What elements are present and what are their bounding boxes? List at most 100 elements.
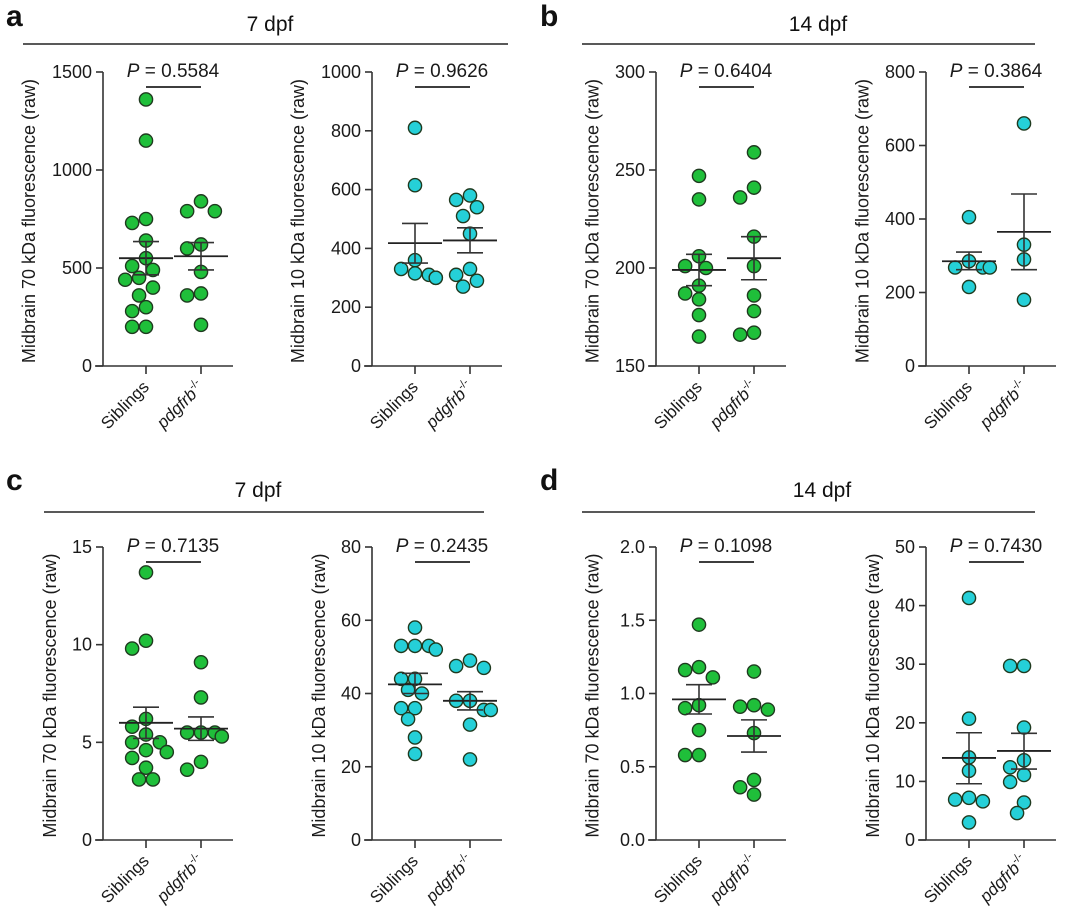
y-tick-label: 1000: [52, 160, 92, 180]
y-tick-label: 500: [62, 258, 92, 278]
data-point: [428, 270, 444, 286]
data-point: [179, 762, 195, 777]
plot-a-10kda: 0 200 400 600 800 1000 Midbrain 10 kDa fluores…: [288, 61, 502, 433]
data-point: [124, 750, 140, 766]
data-point: [961, 815, 977, 830]
plot-d-70kda: 0.0 0.5 1.0 1.5 2.0 Midbrain 70 kDa fluoresce…: [583, 536, 786, 907]
data-point: [975, 794, 991, 809]
data-point: [691, 168, 707, 184]
y-tick-label: 1500: [52, 62, 92, 82]
data-point: [462, 188, 478, 203]
p-value-label: P = 0.7430: [950, 536, 1042, 557]
data-point: [746, 303, 762, 319]
data-point: [448, 658, 464, 674]
data-point: [448, 192, 464, 208]
data-point: [138, 319, 154, 335]
data-point: [691, 722, 707, 738]
y-tick-label: 0: [351, 830, 361, 850]
x-tick-label: Siblings: [650, 851, 706, 907]
p-value-label: P = 0.7135: [127, 536, 219, 557]
x-tick-label: Siblings: [97, 377, 153, 433]
data-point: [124, 258, 140, 274]
data-point: [691, 747, 707, 763]
y-tick-label: 15: [72, 537, 92, 557]
data-point: [193, 754, 209, 770]
x-tick-label: Siblings: [366, 377, 422, 433]
data-point: [207, 203, 223, 219]
data-point: [677, 747, 693, 763]
y-tick-label: 250: [615, 160, 645, 180]
data-point: [469, 273, 485, 289]
data-point: [407, 177, 423, 193]
data-point: [691, 307, 707, 323]
y-tick-label: 80: [341, 537, 361, 557]
data-point: [455, 279, 471, 294]
group-title-b: 14 dpf: [789, 13, 848, 36]
data-point: [732, 190, 748, 205]
plot-a-70kda: 0 500 1000 1500 Midbrain 70 kDa fluorescence…: [19, 61, 233, 433]
data-point: [407, 746, 423, 762]
data-point: [961, 790, 977, 806]
plot-b-10kda: 0 200 400 600 800 Midbrain 10 kDa fluorescenc…: [853, 61, 1056, 433]
data-point: [1016, 658, 1032, 674]
data-point: [1002, 774, 1018, 790]
data-point: [179, 241, 195, 256]
data-point: [124, 303, 140, 319]
data-point: [698, 260, 714, 276]
data-point: [760, 702, 776, 717]
y-tick-label: 150: [615, 356, 645, 376]
group-title-a: 7 dpf: [247, 13, 294, 36]
data-point: [138, 742, 154, 758]
y-tick-label: 200: [885, 283, 915, 303]
data-point: [138, 133, 154, 148]
y-tick-label: 1000: [321, 62, 361, 82]
p-value-label: P = 0.6404: [680, 61, 773, 82]
data-point: [145, 772, 161, 787]
data-point: [124, 215, 140, 231]
data-point: [732, 779, 748, 795]
data-point: [193, 194, 209, 209]
y-tick-label: 400: [331, 238, 361, 258]
y-tick-label: 0: [351, 356, 361, 376]
data-point: [961, 590, 977, 606]
x-tick-label: pdgfrb-/-: [152, 376, 209, 433]
y-axis-label: Midbrain 10 kDa fluorescence (raw): [853, 79, 873, 363]
data-point: [476, 660, 492, 676]
data-point: [138, 633, 154, 649]
data-point: [691, 329, 707, 344]
data-point: [1016, 116, 1032, 131]
x-tick-label: Siblings: [650, 377, 706, 433]
y-tick-label: 0: [82, 830, 92, 850]
y-tick-label: 50: [895, 537, 915, 557]
data-point: [677, 662, 693, 678]
data-point: [407, 620, 423, 635]
group-title-c: 7 dpf: [235, 479, 282, 502]
data-point: [732, 327, 748, 342]
data-point: [214, 729, 230, 744]
data-point: [407, 730, 423, 745]
plot-b-70kda: 150 200 250 300 Midbrain 70 kDa fluorescence…: [583, 61, 786, 433]
data-point: [1016, 795, 1032, 810]
plot-c-10kda: 0 20 40 60 80 Midbrain 10 kDa fluorescence (r…: [309, 536, 502, 907]
data-point: [393, 700, 409, 716]
x-tick-label: Siblings: [366, 851, 422, 907]
plot-c-70kda: 0 5 10 15 Midbrain 70 kDa fluorescence (raw)…: [40, 536, 233, 907]
data-point: [677, 700, 693, 716]
data-point: [746, 325, 762, 340]
data-point: [407, 120, 423, 136]
group-title-d: 14 dpf: [793, 479, 852, 502]
panel-label-a: a: [6, 0, 23, 33]
data-point: [138, 211, 154, 227]
x-tick-label: pdgfrb-/-: [705, 376, 762, 433]
data-point: [393, 638, 409, 654]
y-tick-label: 0.0: [620, 830, 645, 850]
p-value-label: P = 0.5584: [127, 61, 220, 82]
data-point: [179, 203, 195, 219]
data-point: [961, 279, 977, 295]
data-point: [1016, 720, 1032, 735]
y-tick-label: 0: [905, 356, 915, 376]
x-tick-label: Siblings: [97, 851, 153, 907]
y-tick-label: 1.0: [620, 684, 645, 704]
data-point: [746, 697, 762, 713]
